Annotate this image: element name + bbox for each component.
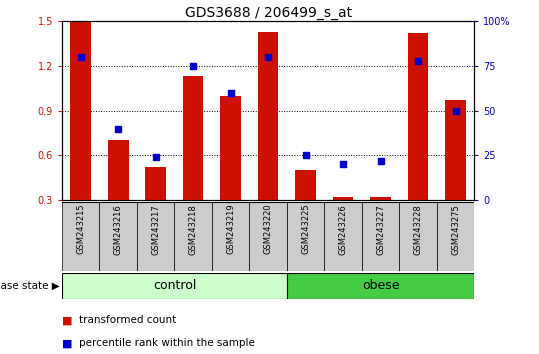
- Bar: [333, 197, 354, 200]
- Bar: [62, 202, 100, 271]
- Text: GSM243228: GSM243228: [413, 204, 423, 255]
- Text: GSM243219: GSM243219: [226, 204, 235, 255]
- Text: GSM243220: GSM243220: [264, 204, 273, 255]
- Bar: [445, 100, 466, 200]
- Text: ■: ■: [62, 338, 72, 348]
- Text: GSM243225: GSM243225: [301, 204, 310, 255]
- Bar: [324, 202, 362, 271]
- Bar: [108, 141, 128, 200]
- Text: obese: obese: [362, 279, 399, 292]
- Point: [301, 153, 310, 158]
- Bar: [71, 21, 91, 200]
- Bar: [220, 96, 241, 200]
- Bar: [370, 197, 391, 200]
- Bar: [250, 202, 287, 271]
- Text: GSM243226: GSM243226: [338, 204, 348, 255]
- Text: GSM243215: GSM243215: [76, 204, 85, 255]
- Text: GSM243216: GSM243216: [114, 204, 123, 255]
- Text: GSM243217: GSM243217: [151, 204, 160, 255]
- Bar: [100, 202, 137, 271]
- Point: [339, 161, 348, 167]
- Bar: [408, 33, 429, 200]
- Point: [151, 154, 160, 160]
- Title: GDS3688 / 206499_s_at: GDS3688 / 206499_s_at: [184, 6, 352, 20]
- Bar: [362, 202, 399, 271]
- Text: GSM243275: GSM243275: [451, 204, 460, 255]
- Bar: [287, 273, 474, 299]
- Bar: [212, 202, 250, 271]
- Point: [376, 158, 385, 164]
- Bar: [258, 32, 279, 200]
- Text: disease state ▶: disease state ▶: [0, 281, 59, 291]
- Text: transformed count: transformed count: [79, 315, 176, 325]
- Bar: [137, 202, 175, 271]
- Point: [451, 108, 460, 113]
- Point: [77, 54, 85, 60]
- Text: GSM243218: GSM243218: [189, 204, 198, 255]
- Point: [189, 63, 197, 69]
- Bar: [437, 202, 474, 271]
- Point: [114, 126, 122, 131]
- Point: [414, 58, 423, 63]
- Bar: [287, 202, 324, 271]
- Point: [226, 90, 235, 96]
- Bar: [62, 273, 287, 299]
- Text: control: control: [153, 279, 196, 292]
- Bar: [146, 167, 166, 200]
- Text: ■: ■: [62, 315, 72, 325]
- Text: GSM243227: GSM243227: [376, 204, 385, 255]
- Bar: [183, 76, 204, 200]
- Bar: [295, 170, 316, 200]
- Point: [264, 54, 273, 60]
- Text: percentile rank within the sample: percentile rank within the sample: [79, 338, 255, 348]
- Bar: [399, 202, 437, 271]
- Bar: [175, 202, 212, 271]
